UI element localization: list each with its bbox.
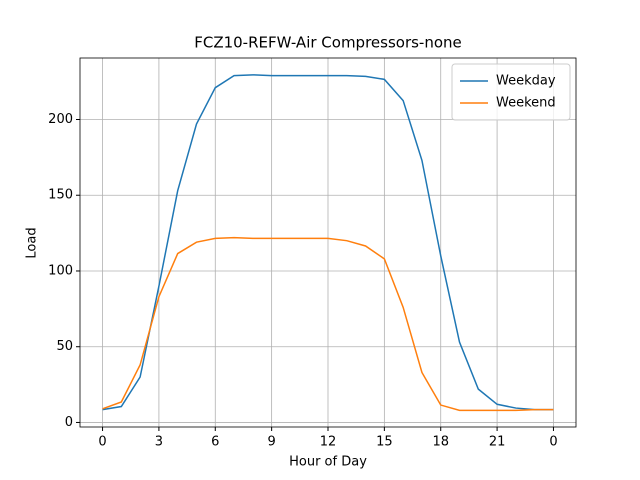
- x-tick-label: 15: [376, 435, 393, 450]
- line-series: [102, 74, 554, 411]
- x-tick-label: 21: [489, 435, 506, 450]
- legend-label: Weekday: [496, 74, 556, 89]
- x-tick-label: 0: [98, 435, 106, 450]
- x-axis-label: Hour of Day: [289, 455, 367, 470]
- x-tick-label: 18: [432, 435, 449, 450]
- legend-label: Weekend: [496, 96, 556, 111]
- legend-box: [451, 63, 571, 121]
- y-axis-label: Load: [25, 227, 40, 258]
- x-tick-label: 9: [267, 435, 275, 450]
- y-tick-label: 100: [48, 263, 73, 278]
- x-tick-label: 0: [549, 435, 557, 450]
- y-tick-label: 150: [48, 188, 73, 203]
- x-tick-label: 3: [155, 435, 163, 450]
- x-tick-label: 6: [211, 435, 219, 450]
- y-tick-label: 200: [48, 112, 73, 127]
- plot-frame: [79, 57, 577, 428]
- y-tick-label: 0: [65, 415, 73, 430]
- chart-title: FCZ10-REFW-Air Compressors-none: [194, 34, 462, 52]
- y-tick-label: 50: [56, 339, 73, 354]
- line-series: [102, 236, 554, 412]
- x-tick-label: 12: [320, 435, 337, 450]
